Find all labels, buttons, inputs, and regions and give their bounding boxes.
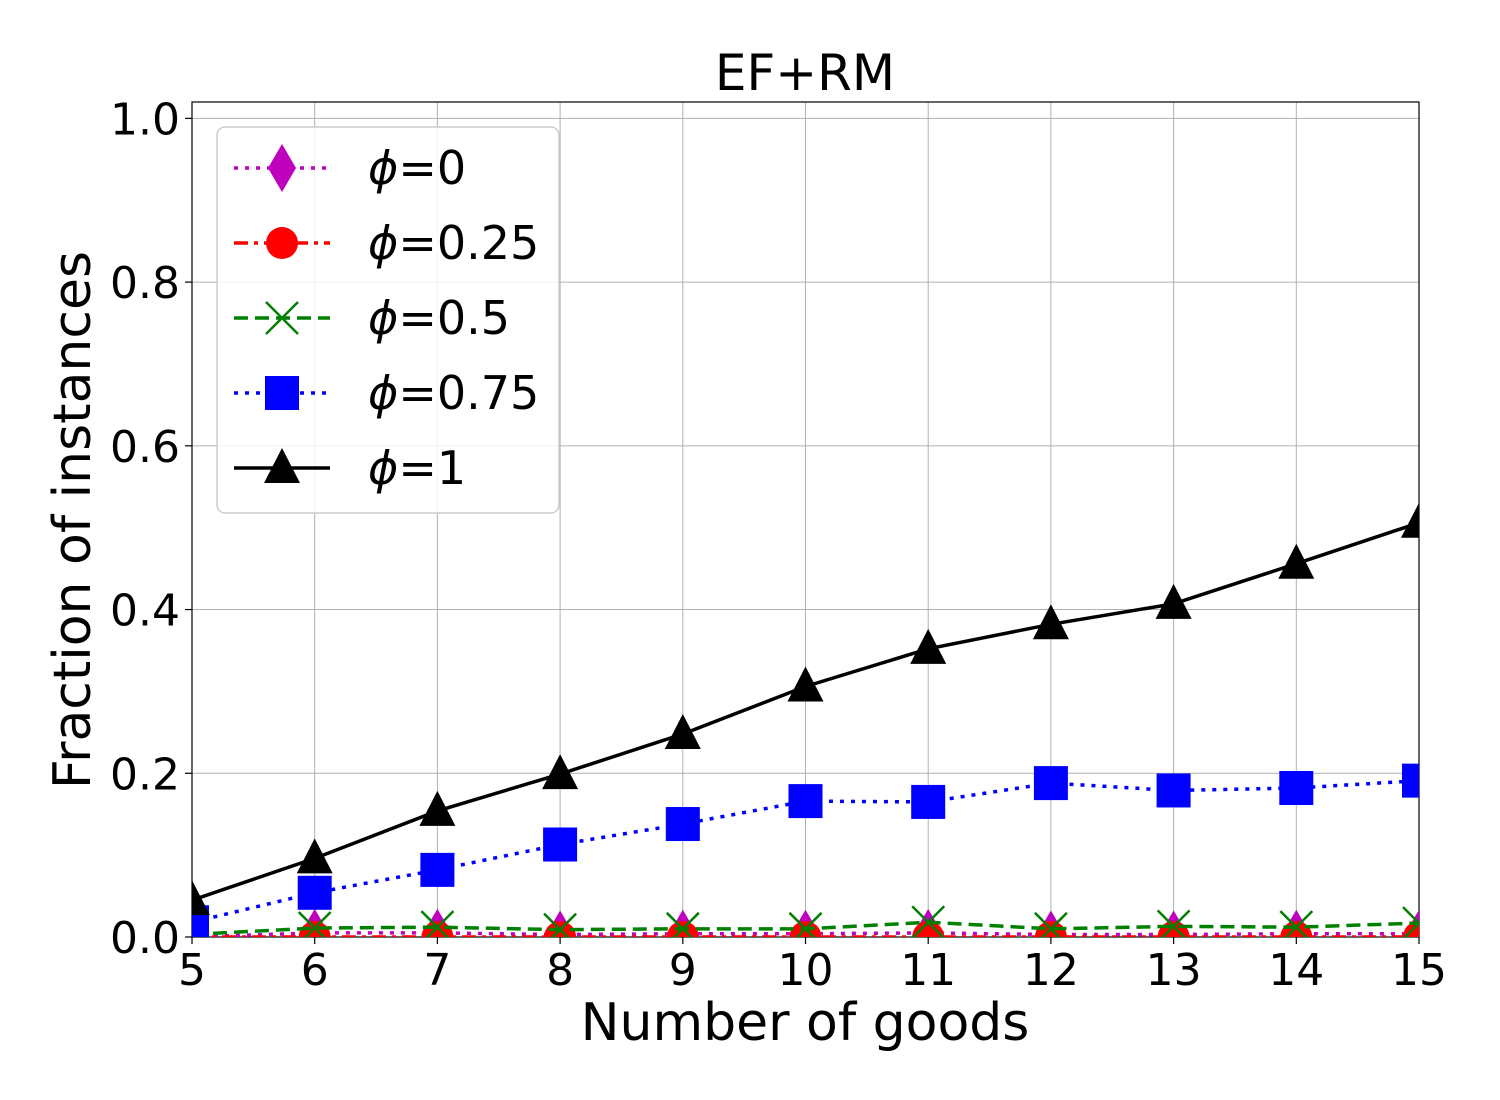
legend-entry: ϕ=1 [234,441,466,495]
data-point [788,784,823,819]
data-point [1279,771,1314,806]
data-point [296,838,333,874]
chart-title: EF+RM [715,44,895,102]
legend-entry: ϕ=0 [234,141,466,195]
x-tick-label: 9 [669,945,697,996]
series-line [192,778,1419,924]
x-tick-label: 13 [1146,945,1202,996]
axis-ticks: 5 6 7 8 9 10 11 12 13 14 15 0.0 0.2 0.4 0.6 0.8 1.0 [110,94,1447,996]
x-tick-label: 6 [301,945,329,996]
x-tick-label: 14 [1268,945,1324,996]
data-point [1402,906,1419,937]
data-point [1280,921,1313,937]
data-point [1401,502,1419,538]
legend-entry: ϕ=0.75 [234,366,539,420]
data-point [1034,911,1068,937]
x-tick-label: 8 [546,945,574,996]
legend-box [216,126,560,514]
data-point [911,905,946,937]
x-axis-label: Number of goods [581,993,1030,1053]
legend-marker [265,376,299,410]
data-point [297,875,332,910]
y-axis-label: Fraction of instances [43,251,103,789]
data-point [1033,766,1068,801]
data-point [1155,583,1192,619]
y-tick-label: 1.0 [110,94,180,145]
data-point [297,911,332,937]
y-tick-label: 0.6 [110,422,180,473]
y-tick-label: 0.0 [110,913,180,964]
data-point [1402,763,1419,798]
data-point [664,713,701,749]
data-point [665,911,700,937]
series-4 [192,502,1419,916]
legend-marker [265,301,299,335]
y-tick-label: 0.2 [110,749,180,800]
data-point [788,911,823,937]
series-layer [192,502,1419,937]
x-tick-label: 10 [778,945,834,996]
legend-entries: ϕ=0 ϕ=0.25 ϕ=0.5 ϕ=0.75 ϕ=1 [234,141,539,495]
legend-marker [264,448,300,483]
legend-label: ϕ=0.25 [368,216,539,270]
data-point [192,880,210,916]
data-point [419,790,456,826]
data-point [1278,543,1315,579]
data-point [911,784,946,819]
data-point [1032,604,1069,640]
data-point [1156,909,1191,937]
series-group [192,502,1419,937]
x-tick-label: 11 [900,945,956,996]
x-tick-label: 7 [423,945,451,996]
series-3 [192,763,1419,937]
y-tick-label: 0.8 [110,258,180,309]
data-point [912,921,945,937]
data-point [1156,773,1191,808]
data-point [420,910,455,937]
data-point [543,912,577,937]
data-point [420,852,455,887]
data-point [787,666,824,702]
legend-entry: ϕ=0.5 [234,291,510,345]
legend-marker [266,227,298,259]
x-tick-label: 5 [178,945,206,996]
legend-label: ϕ=1 [368,441,466,495]
data-point [1279,910,1314,937]
legend-marker [268,144,296,192]
x-tick-label: 12 [1023,945,1079,996]
data-point [665,807,700,842]
legend-label: ϕ=0.5 [368,291,510,345]
legend: ϕ=0 ϕ=0.25 ϕ=0.5 ϕ=0.75 ϕ=1 [216,126,560,514]
x-tick-label: 15 [1391,945,1447,996]
data-point [910,628,947,664]
data-point [543,827,578,862]
series-2 [192,905,1419,937]
data-point [1403,921,1419,937]
legend-entry: ϕ=0.25 [234,216,539,270]
legend-label: ϕ=0 [368,141,466,195]
data-point [542,754,579,790]
legend-label: ϕ=0.75 [368,366,539,420]
data-point [421,921,454,937]
y-tick-label: 0.4 [110,586,180,637]
